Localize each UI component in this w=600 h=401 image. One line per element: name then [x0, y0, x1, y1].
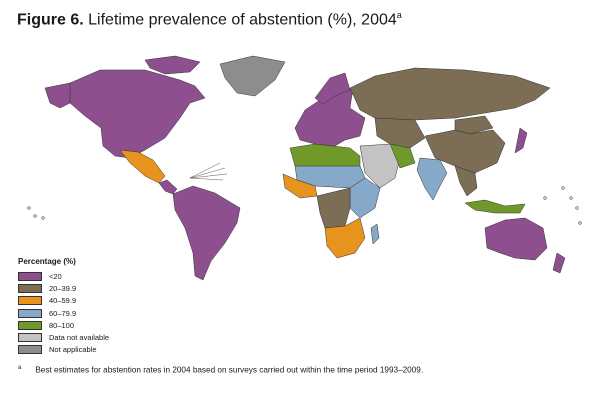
legend-item: <20 [18, 270, 109, 282]
region-australia [484, 217, 548, 261]
legend-swatch [18, 320, 42, 330]
legend-item: 40–59.9 [18, 295, 109, 307]
footnote: a Best estimates for abstention rates in … [18, 365, 423, 375]
region-alaska [44, 82, 71, 109]
legend-label: 40–59.9 [49, 296, 77, 306]
figure-title-text: Lifetime prevalence of abstention (%), 2… [88, 11, 397, 29]
legend-label: 80–100 [49, 320, 75, 330]
legend-swatch [18, 333, 42, 343]
region-mongolia [454, 115, 494, 135]
region-iran [389, 143, 416, 169]
region-central-africa [316, 187, 351, 229]
region-china [424, 129, 506, 174]
footnote-reference: a [396, 10, 402, 20]
region-south-east-asia [454, 165, 478, 197]
region-scandinavia [314, 72, 351, 105]
region-greenland [219, 55, 286, 97]
legend-items: <20 20–39.9 40–59.9 60–79.9 80–100 Data not a… [18, 270, 109, 356]
legend-heading: Percentage (%) [18, 257, 76, 266]
legend-swatch [18, 271, 42, 281]
legend-item: 60–79.9 [18, 307, 109, 319]
region-southern-africa [324, 217, 366, 259]
legend: Percentage (%) <20 20–39.9 40–59.9 60–79.9 8… [18, 257, 109, 356]
legend-item: Not applicable [18, 344, 109, 356]
region-russia [349, 67, 551, 121]
legend-label: Not applicable [49, 345, 97, 355]
region-south-america [172, 185, 241, 281]
legend-swatch [18, 296, 42, 306]
region-japan [514, 127, 528, 154]
region-india [416, 157, 448, 201]
legend-label: 20–39.9 [49, 283, 77, 293]
footnote-text: Best estimates for abstention rates in 2… [35, 365, 424, 375]
legend-swatch [18, 345, 42, 355]
region-new-zealand [552, 252, 566, 274]
world-map [27, 55, 582, 281]
legend-swatch [18, 283, 42, 293]
legend-label: 60–79.9 [49, 308, 77, 318]
figure-title: Figure 6. Lifetime prevalence of abstent… [17, 10, 402, 29]
region-indonesia [464, 199, 526, 214]
legend-label: <20 [49, 271, 62, 281]
region-central-america [158, 179, 178, 195]
caribbean-callouts [189, 162, 228, 181]
footnote-mark: a [18, 365, 22, 371]
legend-item: 20–39.9 [18, 282, 109, 294]
region-central-asia [374, 117, 426, 149]
legend-item: 80–100 [18, 319, 109, 331]
legend-label: Data not available [49, 333, 110, 343]
region-madagascar [370, 223, 380, 245]
region-north-america [69, 69, 206, 159]
figure-label: Figure 6. [17, 11, 84, 29]
legend-swatch [18, 308, 42, 318]
small-islands [27, 186, 582, 225]
region-mexico [119, 149, 166, 184]
region-arctic-islands [144, 55, 201, 75]
legend-item: Data not available [18, 331, 109, 343]
